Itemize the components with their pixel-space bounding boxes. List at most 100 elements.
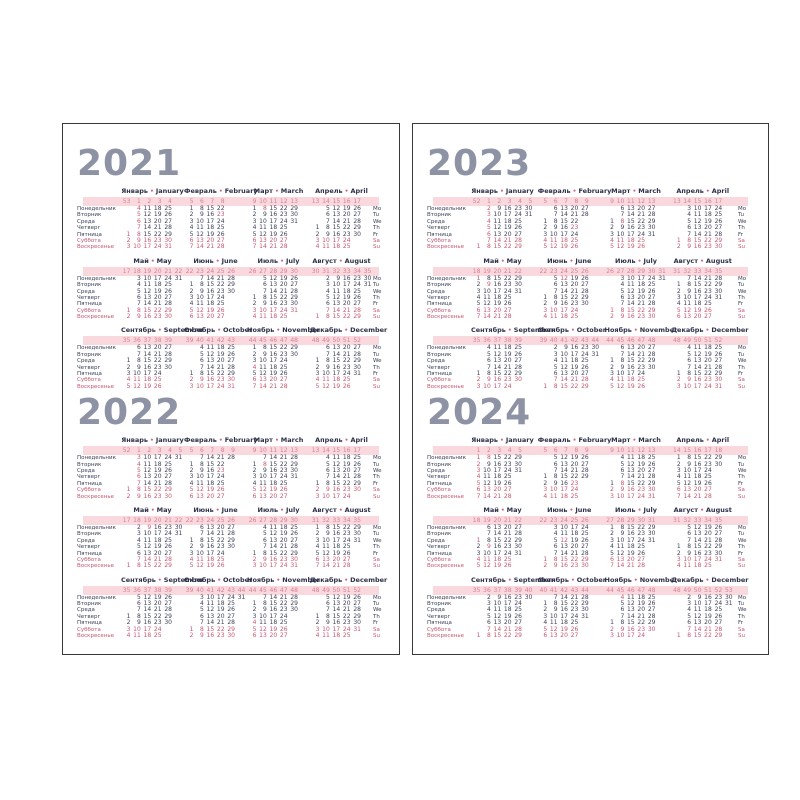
date-cell: 27 bbox=[637, 555, 646, 563]
month-row: Понедельник Вторник Среда Четверг Пятница Суб… bbox=[427, 325, 754, 390]
date-cell: 24 bbox=[570, 612, 579, 620]
date-cell: 9 bbox=[262, 300, 267, 308]
date-cell: 23 bbox=[637, 530, 646, 538]
weekday-label: Воскресенье bbox=[427, 383, 464, 390]
date-cell: 17 bbox=[153, 530, 162, 538]
date-cell: 19 bbox=[206, 562, 215, 570]
date-cell: 25 bbox=[581, 530, 589, 538]
bullet-separator: • bbox=[338, 257, 343, 265]
date-cell: 9 bbox=[325, 363, 330, 371]
month-october: Октябрь • October 39 40 41 42 43 44 2 9 16 23 30 3 10 17… bbox=[538, 325, 606, 390]
date-cell: 30 bbox=[581, 606, 589, 614]
date-cell: 19 bbox=[342, 460, 351, 468]
date-cell: 6 bbox=[687, 357, 692, 365]
date-cell: 9 bbox=[687, 243, 692, 251]
week-number: 27 bbox=[616, 267, 625, 275]
week-number: 22 bbox=[539, 267, 548, 275]
date-cell: 21 bbox=[637, 211, 646, 219]
weekday-abbr: Th bbox=[738, 544, 745, 551]
date-cell: 29 bbox=[353, 479, 361, 487]
date-cell: 17 bbox=[493, 287, 502, 295]
week-number: 10 bbox=[259, 198, 267, 205]
date-cell: 24 bbox=[164, 274, 172, 282]
date-cell: 15 bbox=[269, 600, 278, 608]
date-cell bbox=[362, 384, 372, 390]
date-cell: 23 bbox=[570, 562, 579, 570]
weekday-label: Четверг bbox=[427, 613, 451, 620]
date-cell: 29 bbox=[647, 479, 656, 487]
week-number: 17 bbox=[122, 516, 131, 524]
date-cell: 28 bbox=[714, 274, 723, 282]
weekday-abbr: Sa bbox=[738, 237, 745, 244]
week-number: 28 bbox=[269, 267, 278, 275]
date-cell: 31 bbox=[290, 473, 298, 481]
date-cell: 8 bbox=[553, 217, 558, 225]
date-cell: 2 bbox=[189, 211, 194, 219]
weekday-labels: Понедельник Вторник Среда Четверг Пятница Суб… bbox=[427, 256, 471, 321]
week-number: 50 bbox=[693, 586, 702, 594]
date-cell: 7 bbox=[136, 555, 141, 563]
date-cell bbox=[523, 244, 533, 250]
week-number bbox=[299, 336, 309, 345]
date-cell: 13 bbox=[332, 466, 341, 474]
date-cell: 4 bbox=[325, 287, 330, 295]
date-cell: 21 bbox=[693, 492, 702, 500]
week-number: 10 bbox=[616, 447, 625, 455]
date-cell: 12 bbox=[196, 306, 204, 314]
date-cell: 29 bbox=[647, 306, 656, 314]
date-cell: 3 bbox=[126, 370, 131, 378]
date-cell: 7 bbox=[262, 593, 267, 601]
date-cell: 14 bbox=[560, 466, 568, 474]
date-cell: 15 bbox=[627, 306, 635, 314]
date-cell: 25 bbox=[637, 236, 646, 244]
date-cell: 13 bbox=[493, 357, 502, 365]
week-number: 9 bbox=[584, 447, 589, 455]
date-cell: 23 bbox=[153, 363, 162, 371]
bullet-separator: • bbox=[570, 576, 575, 584]
date-cell: 20 bbox=[153, 549, 162, 557]
date-cell: 23 bbox=[353, 274, 361, 282]
month-name-en: June bbox=[221, 505, 238, 514]
month-grid: 22 23 24 25 26 7 14 21 28 1 8 15 22 29 2 9 16 23 30 3 10 17 24… bbox=[184, 267, 247, 321]
date-cell: 13 bbox=[627, 606, 635, 614]
date-cell: 30 bbox=[714, 460, 723, 468]
date-cell: 15 bbox=[693, 281, 702, 289]
date-cell: 24 bbox=[216, 382, 225, 390]
weekday-label: Вторник bbox=[77, 461, 102, 468]
month-header: Октябрь • October bbox=[538, 575, 606, 586]
date-cell: 5 bbox=[687, 523, 692, 531]
date-cell: 18 bbox=[560, 236, 568, 244]
date-cell bbox=[723, 563, 733, 569]
week-number: 12 bbox=[637, 198, 646, 205]
date-cell: 19 bbox=[637, 600, 646, 608]
date-cell: 11 bbox=[616, 543, 625, 551]
week-number bbox=[656, 586, 666, 595]
date-cell: 14 bbox=[693, 274, 702, 282]
month-header: Июнь • June bbox=[538, 505, 601, 516]
date-cell: 22 bbox=[503, 274, 512, 282]
date-cell: 16 bbox=[153, 523, 162, 531]
date-cell: 17 bbox=[560, 612, 568, 620]
date-cell: 13 bbox=[627, 293, 635, 301]
date-cell: 24 bbox=[647, 274, 656, 282]
date-cell: 29 bbox=[353, 313, 361, 321]
date-cell: 12 bbox=[269, 274, 278, 282]
date-cell: 26 bbox=[514, 612, 522, 620]
month-name-ru: Ноябрь bbox=[247, 575, 275, 584]
date-cell: 28 bbox=[227, 363, 235, 371]
date-cell: 10 bbox=[483, 382, 491, 390]
date-cell: 9 bbox=[136, 492, 141, 500]
date-cell: 18 bbox=[216, 600, 225, 608]
date-cell bbox=[299, 563, 309, 569]
date-cell: 9 bbox=[497, 205, 502, 212]
month-name-en: May bbox=[156, 256, 172, 265]
date-cell: 3 bbox=[315, 625, 320, 633]
month-grid: 13 14 15 16 17 4 11 18 25 5 12 19 26 6 13 20 27 7 14 21 28 1 8… bbox=[310, 446, 373, 500]
bullet-separator: • bbox=[633, 327, 638, 335]
date-cell: 29 bbox=[581, 382, 589, 390]
date-cell: 30 bbox=[290, 555, 298, 563]
date-cell: 16 bbox=[332, 230, 341, 238]
date-cell: 9 bbox=[486, 543, 491, 551]
weekday-abbr: Sa bbox=[373, 556, 380, 563]
date-cell: 27 bbox=[164, 293, 172, 301]
